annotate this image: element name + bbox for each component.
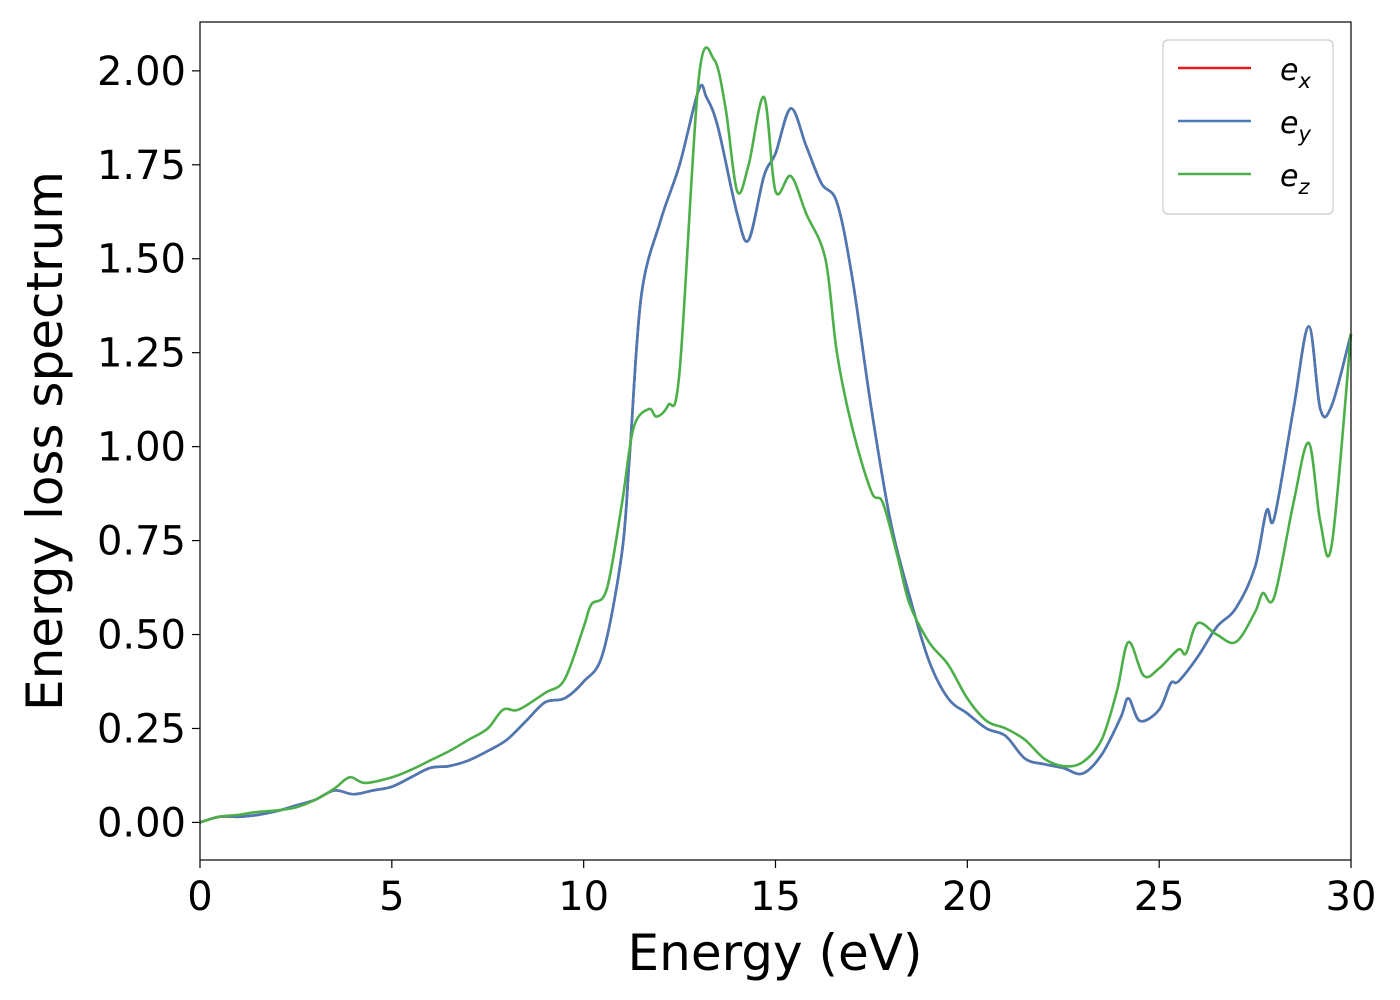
legend-label-base: e <box>1280 159 1298 194</box>
series-layer <box>199 46 1353 824</box>
y-tick-label: 2.00 <box>97 49 186 95</box>
y-tick-label: 0.25 <box>97 706 186 752</box>
legend-box <box>1162 39 1334 215</box>
legend-label-subscript: y <box>1297 122 1311 146</box>
y-tick-label: 0.00 <box>97 800 186 846</box>
legend-label-subscript: z <box>1297 175 1310 199</box>
x-tick-label: 5 <box>379 874 404 920</box>
legend-label-ex: ex <box>1280 53 1311 93</box>
y-axis-label: Energy loss spectrum <box>16 171 74 711</box>
x-tick-label: 15 <box>750 874 801 920</box>
y-tick-label: 0.75 <box>97 519 186 565</box>
y-tick-label: 1.75 <box>97 143 186 189</box>
legend-label-ey: ey <box>1280 106 1311 146</box>
x-axis: 0 5 10 15 20 25 30 <box>187 860 1376 920</box>
x-tick-label: 0 <box>187 874 212 920</box>
y-tick-label: 1.25 <box>97 331 186 377</box>
y-tick-label: 0.50 <box>97 613 186 659</box>
legend-label-ez: ez <box>1280 159 1310 199</box>
x-tick-label: 30 <box>1326 874 1377 920</box>
y-tick-label: 1.50 <box>97 237 186 283</box>
x-axis-label: Energy (eV) <box>628 924 923 982</box>
x-tick-label: 25 <box>1134 874 1185 920</box>
y-tick-label: 1.00 <box>97 425 186 471</box>
x-tick-label: 20 <box>942 874 993 920</box>
legend-label-subscript: x <box>1297 69 1311 93</box>
y-axis: 0.00 0.25 0.50 0.75 1.00 1.25 1.50 1.75 2.00 <box>97 49 200 846</box>
series-line-ey <box>199 83 1353 824</box>
legend-label-base: e <box>1280 106 1298 141</box>
legend-label-base: e <box>1280 53 1298 88</box>
series-line-ez <box>199 46 1353 824</box>
plot-background <box>200 22 1351 860</box>
x-tick-label: 10 <box>558 874 609 920</box>
